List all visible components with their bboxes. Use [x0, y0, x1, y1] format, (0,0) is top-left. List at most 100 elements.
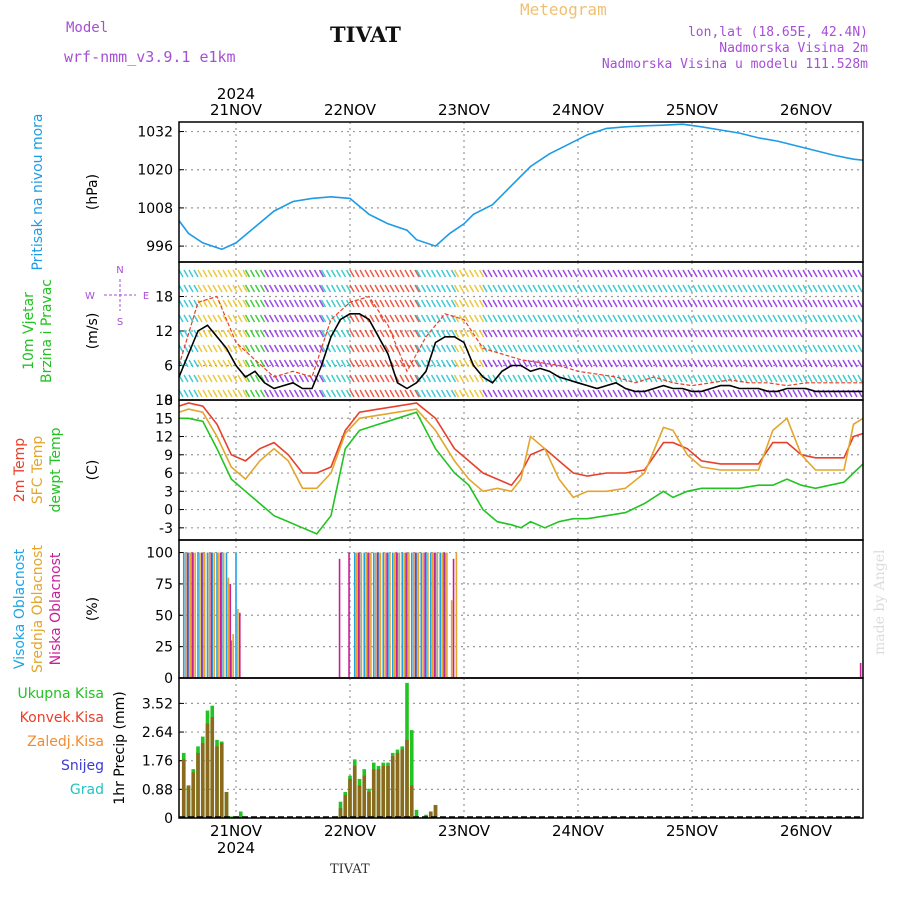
- wind-barb: [268, 374, 275, 383]
- wind-barb: [592, 344, 598, 353]
- wind-barb: [842, 344, 848, 353]
- wind-barb: [832, 314, 838, 323]
- wind-barb: [394, 269, 400, 278]
- wind-barb: [340, 344, 347, 353]
- wind-barb: [697, 344, 703, 353]
- wind-barb: [359, 329, 365, 338]
- wind-barb: [737, 299, 743, 308]
- wind-barb: [463, 389, 470, 398]
- wind-barb: [527, 359, 533, 368]
- wind-barb: [298, 329, 305, 338]
- wind-barb: [445, 389, 452, 398]
- wind-barb: [435, 329, 442, 338]
- wind-barb: [837, 374, 843, 383]
- wind-barb: [812, 344, 818, 353]
- wind-barb: [592, 314, 598, 323]
- wind-barb: [227, 299, 233, 308]
- wind-barb: [354, 284, 360, 293]
- wind-barb: [389, 344, 395, 353]
- wind-barb: [797, 299, 803, 308]
- wind-barb: [478, 329, 485, 338]
- wind-barb: [330, 359, 337, 368]
- wind-barb: [242, 314, 248, 323]
- wind-barb: [797, 329, 803, 338]
- wind-barb: [627, 359, 633, 368]
- bar-srednja-oblacnost: [199, 552, 201, 678]
- time-tick-top-26NOV: 26NOV: [780, 101, 833, 119]
- bar-niska-oblacnost: [186, 552, 189, 678]
- wind-barb: [727, 314, 733, 323]
- wind-barb: [259, 269, 266, 278]
- wind-barb: [652, 269, 658, 278]
- bar-niska-oblacnost: [367, 552, 369, 678]
- wind-barb: [517, 284, 523, 293]
- wind-barb: [542, 374, 548, 383]
- wind-barb: [293, 389, 300, 398]
- wind-barb: [797, 269, 803, 278]
- wind-barb: [420, 299, 427, 308]
- wind-barb: [293, 314, 300, 323]
- wind-barb: [278, 269, 285, 278]
- wind-barb: [627, 374, 633, 383]
- wind-barb: [217, 359, 223, 368]
- temperature-ytick-label: 12: [155, 430, 173, 446]
- wind-barb: [345, 374, 352, 383]
- wind-barb: [183, 359, 189, 368]
- wind-barb: [473, 374, 480, 383]
- bar-konvek-kisa: [409, 785, 414, 818]
- wind-barb: [399, 269, 405, 278]
- bar-konvek-kisa: [400, 749, 405, 818]
- wind-barb: [822, 344, 828, 353]
- wind-barb: [757, 284, 763, 293]
- wind-barb: [537, 344, 543, 353]
- wind-barb: [202, 374, 208, 383]
- wind-barb: [727, 269, 733, 278]
- wind-barb: [227, 374, 233, 383]
- bar-konvek-kisa: [395, 752, 400, 818]
- wind-barb: [482, 389, 488, 398]
- wind-barb: [188, 299, 194, 308]
- wind-barb: [572, 389, 578, 398]
- wind-barb: [415, 284, 422, 293]
- wind-barb: [463, 269, 470, 278]
- precip-ytick-label: 0: [164, 811, 173, 827]
- bar-konvek-kisa: [428, 811, 433, 818]
- wind-barb: [732, 389, 738, 398]
- wind-barb: [557, 269, 563, 278]
- wind-barb: [677, 284, 683, 293]
- wind-barb: [627, 329, 633, 338]
- wind-barb: [268, 314, 275, 323]
- wind-barb: [697, 359, 703, 368]
- wind-barb: [244, 284, 251, 293]
- wind-barb: [502, 329, 508, 338]
- wind-barb: [542, 389, 548, 398]
- bar-srednja-oblacnost: [384, 552, 386, 678]
- bar-visoka-oblacnost: [197, 552, 199, 678]
- wind-barb: [298, 299, 305, 308]
- wind-barb: [384, 299, 390, 308]
- wind-barb: [259, 299, 266, 308]
- wind-barb: [364, 299, 370, 308]
- wind-barb: [283, 269, 290, 278]
- wind-barb: [612, 329, 618, 338]
- wind-barb: [207, 314, 213, 323]
- wind-barb: [278, 329, 285, 338]
- wind-barb: [562, 329, 568, 338]
- wind-barb: [687, 269, 693, 278]
- wind-barb: [273, 329, 280, 338]
- wind-barb: [707, 389, 713, 398]
- wind-barb: [642, 359, 648, 368]
- wind-barb: [732, 359, 738, 368]
- wind-barb: [435, 269, 442, 278]
- bar-visoka-oblacnost: [368, 552, 370, 678]
- wind-barb: [747, 359, 753, 368]
- wind-barb: [752, 299, 758, 308]
- wind-barb: [807, 389, 813, 398]
- wind-barb: [657, 284, 663, 293]
- wind-barb: [582, 359, 588, 368]
- wind-barb: [507, 284, 513, 293]
- wind-barb: [435, 389, 442, 398]
- cloud-ytick-label: 50: [155, 608, 173, 624]
- bar-visoka-oblacnost: [429, 552, 432, 678]
- wind-barb: [682, 374, 688, 383]
